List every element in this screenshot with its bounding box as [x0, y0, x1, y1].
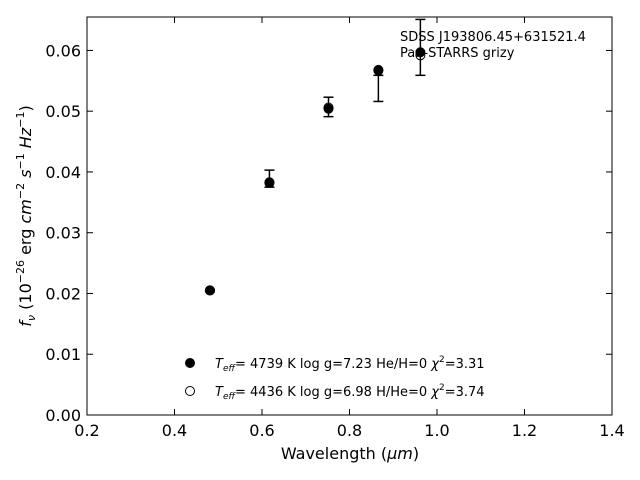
x-tick-label: 1.2	[512, 421, 537, 440]
legend-marker-open	[185, 386, 195, 396]
model-point-filled	[415, 47, 426, 58]
x-axis-label: Wavelength (μm)	[281, 444, 419, 463]
model-point-open	[373, 65, 384, 76]
error-bars	[204, 18, 426, 293]
y-axis-ticks: 0.00 0.01 0.02 0.03 0.04 0.05 0.06	[45, 41, 612, 425]
legend-marker-filled	[185, 358, 195, 368]
y-tick-label: 0.03	[45, 224, 81, 243]
y-axis-label: fν (10−26 erg cm−2 s−1 Hz−1)	[14, 105, 38, 326]
legend: Teff= 4739 K log g=7.23 He/H=0 χ2=3.31 T…	[185, 355, 485, 402]
object-annotation-line-1: SDSS J193806.45+631521.4	[400, 30, 586, 45]
model-point-open	[204, 285, 215, 296]
x-tick-label: 0.4	[162, 421, 187, 440]
y-tick-label: 0.05	[45, 102, 81, 121]
data-markers	[204, 47, 426, 296]
model-point-open	[323, 102, 334, 113]
x-tick-label: 0.8	[337, 421, 362, 440]
y-tick-label: 0.04	[45, 163, 81, 182]
model-point-open	[264, 177, 275, 188]
x-tick-label: 1.4	[599, 421, 624, 440]
x-tick-label: 1.0	[424, 421, 449, 440]
y-tick-label: 0.01	[45, 345, 81, 364]
legend-entry-2: Teff= 4436 K log g=6.98 H/He=0 χ2=3.74	[215, 383, 485, 402]
x-tick-label: 0.2	[74, 421, 99, 440]
y-tick-label: 0.02	[45, 284, 81, 303]
x-tick-label: 0.6	[249, 421, 274, 440]
y-tick-label: 0.06	[45, 41, 81, 60]
model-point-open	[415, 50, 426, 61]
x-axis-ticks: 0.2 0.4 0.6 0.8 1.0 1.2 1.4	[74, 17, 625, 440]
y-tick-label: 0.00	[45, 406, 81, 425]
object-annotation-line-2: Pan-STARRS grizy	[400, 46, 515, 61]
legend-entry-1: Teff= 4739 K log g=7.23 He/H=0 χ2=3.31	[215, 355, 485, 374]
plot-frame	[86, 16, 613, 416]
